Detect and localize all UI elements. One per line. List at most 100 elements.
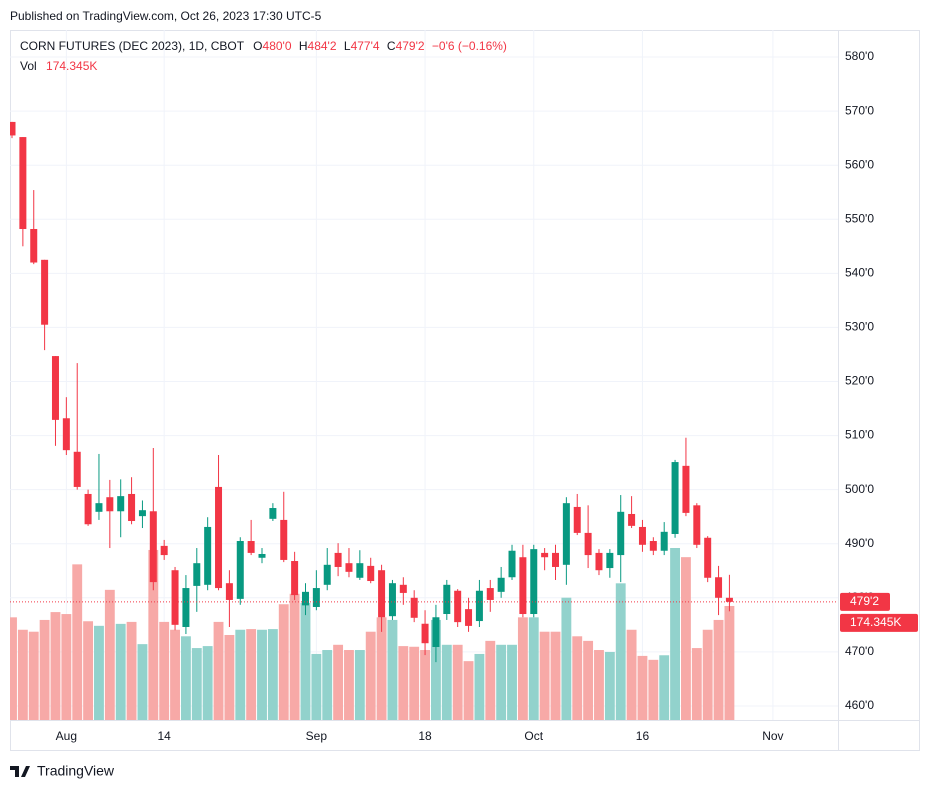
volume-bar — [615, 583, 626, 720]
y-tick-label: 540'0 — [845, 266, 874, 280]
candle-body — [704, 537, 712, 578]
volume-bar — [528, 617, 539, 720]
volume-bar — [17, 629, 28, 720]
volume-bar — [267, 629, 278, 720]
brand-name: TradingView — [37, 763, 115, 779]
volume-bar — [333, 644, 344, 720]
candle-body — [530, 549, 538, 615]
candle-body — [693, 505, 701, 545]
candle-body — [671, 462, 679, 534]
candle-body — [128, 493, 136, 522]
price-badge — [840, 592, 890, 611]
y-tick-label: 490'0 — [845, 536, 874, 550]
volume-bar — [311, 653, 322, 720]
candle-body — [258, 553, 266, 558]
candle-body — [475, 590, 483, 622]
candle-body — [660, 531, 668, 551]
legend-value: 484'2 — [308, 39, 337, 53]
volume-legend: Vol 174.345K — [20, 59, 97, 73]
x-tick-label: Aug — [56, 729, 77, 743]
volume-bar — [496, 644, 507, 720]
candle-body — [84, 493, 92, 525]
volume-bar — [365, 631, 376, 720]
legend-value: 477'4 — [351, 39, 380, 53]
volume-bar — [28, 631, 39, 720]
candle-body — [541, 552, 549, 558]
candle-body — [291, 561, 299, 596]
volume-bar — [354, 650, 365, 720]
grid-layer — [10, 30, 838, 720]
candle-body — [247, 541, 255, 553]
volume-bar — [300, 602, 311, 720]
candle-body — [73, 451, 81, 487]
volume-bar — [115, 623, 126, 720]
candle-body — [410, 597, 418, 618]
volume-bar — [104, 589, 115, 720]
price-badge-label: 479'2 — [850, 594, 879, 608]
x-tick-label: Oct — [524, 729, 543, 743]
y-tick-label: 550'0 — [845, 211, 874, 225]
candle-body — [117, 496, 125, 512]
candle-body — [443, 584, 451, 615]
volume-bar — [289, 593, 300, 720]
x-tick-label: Sep — [306, 729, 328, 743]
candle-body — [638, 526, 646, 545]
candle-body — [10, 121, 16, 136]
candle-body — [432, 617, 440, 647]
volume-bar — [550, 631, 561, 720]
volume-bar — [648, 659, 659, 720]
candle-body — [215, 486, 223, 589]
y-tick-label: 570'0 — [845, 103, 874, 117]
y-tick-label: 580'0 — [845, 49, 874, 63]
volume-bar — [50, 612, 61, 720]
candle-body — [204, 526, 212, 585]
legend-value: 480'0 — [263, 39, 292, 53]
y-tick-label: 500'0 — [845, 482, 874, 496]
volume-bar — [137, 644, 148, 720]
volume-bar — [322, 650, 333, 720]
volume-bar — [148, 549, 159, 720]
volume-bar — [463, 661, 474, 720]
y-tick-label: 460'0 — [845, 698, 874, 712]
candle-body — [160, 545, 168, 556]
volume-bar — [713, 619, 724, 720]
candle-body — [356, 563, 364, 578]
legend-key: O — [253, 39, 262, 53]
volume-badge — [840, 613, 918, 632]
volume-bar — [441, 644, 452, 720]
volume-bar — [170, 629, 180, 720]
legend-key: C — [387, 39, 396, 53]
x-tick-label: 14 — [158, 729, 172, 743]
brand-logo: TradingView — [10, 763, 115, 779]
candle-body — [367, 565, 375, 582]
candle-body — [312, 588, 320, 607]
volume-bar — [659, 655, 670, 720]
candle-body — [345, 563, 353, 572]
volume-bar — [626, 629, 637, 720]
candle-body — [606, 552, 614, 569]
plot-area — [10, 121, 838, 720]
volume-bar — [191, 648, 202, 720]
candle-body — [388, 583, 396, 617]
volume-bar — [670, 548, 681, 720]
y-tick-label: 470'0 — [845, 644, 874, 658]
volume-bar — [344, 650, 354, 720]
x-tick-label: 18 — [418, 729, 432, 743]
volume-bar — [681, 557, 691, 720]
volume-bar — [539, 631, 550, 720]
candle-body — [30, 228, 38, 263]
volume-bar — [430, 619, 441, 720]
volume-bar — [485, 640, 496, 720]
volume-bar — [126, 621, 137, 720]
candle-body — [649, 541, 657, 551]
legend-change: −0'6 (−0.16%) — [432, 39, 507, 53]
candle-body — [552, 552, 559, 567]
candle-body — [378, 570, 386, 618]
volume-bar — [202, 646, 213, 720]
legend-key: L — [344, 39, 351, 53]
volume-badge-label: 174.345K — [850, 615, 901, 629]
y-tick-label: 560'0 — [845, 157, 874, 171]
candle-body — [171, 570, 179, 625]
volume-bar — [235, 629, 246, 720]
volume-bar — [224, 634, 235, 720]
